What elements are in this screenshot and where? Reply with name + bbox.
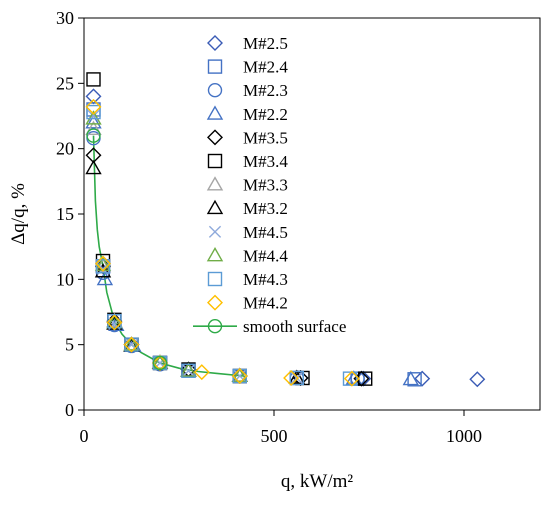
legend-label: smooth surface	[243, 317, 346, 336]
x-tick-label: 500	[261, 426, 288, 446]
legend-label: M#4.4	[243, 246, 288, 265]
legend-label: M#2.3	[243, 81, 288, 100]
legend-item-m-3-5: M#3.5	[207, 128, 288, 147]
data-point-m-2-4	[407, 372, 422, 387]
legend-item-m-2-5: M#2.5	[207, 34, 288, 53]
legend-label: M#4.3	[243, 270, 288, 289]
y-tick-label: 15	[56, 204, 74, 224]
data-point-m-3-2	[85, 159, 102, 175]
data-point-m-4-4	[151, 354, 169, 369]
data-point-m-2-2	[96, 270, 114, 286]
x-tick-label: 1000	[446, 426, 482, 446]
data-point-m-2-2	[402, 370, 420, 386]
data-point-m-4-2	[106, 314, 123, 331]
legend-marker	[207, 319, 223, 334]
legend-item-m-2-2: M#2.2	[206, 105, 288, 124]
legend-marker	[208, 225, 222, 238]
y-tick-label: 30	[56, 8, 74, 28]
legend-item-smooth-surface: smooth surface	[193, 317, 346, 336]
data-point-m-2-5	[414, 370, 431, 387]
legend-marker	[206, 176, 224, 191]
legend-marker	[207, 82, 223, 98]
data-point-m-4-2	[123, 336, 140, 353]
legend-marker	[207, 59, 223, 74]
data-point-m-4-2	[283, 369, 300, 386]
legend-label: M#2.4	[243, 58, 288, 77]
data-point-m-3-3	[85, 120, 102, 136]
legend-item-m-3-2: M#3.2	[206, 199, 288, 218]
legend-marker	[207, 271, 223, 287]
legend-label: M#3.2	[243, 199, 288, 218]
data-point-m-2-5	[469, 371, 486, 388]
legend-label: M#3.5	[243, 128, 288, 147]
legend-label: M#2.2	[243, 105, 288, 124]
plot-area	[85, 72, 486, 388]
data-point-m-4-3	[95, 259, 111, 274]
data-point-m-4-5	[290, 371, 303, 385]
legend-item-m-2-3: M#2.3	[207, 81, 288, 100]
data-point-m-2-2	[85, 114, 102, 129]
data-point-m-4-2	[343, 370, 360, 387]
data-point-m-3-2	[288, 369, 306, 384]
legend-item-m-3-4: M#3.4	[207, 152, 288, 171]
legend-label: M#4.5	[243, 223, 288, 242]
data-point-m-4-5	[182, 364, 195, 377]
series-line-smooth-surface	[92, 135, 244, 377]
data-point-m-4-2	[95, 255, 111, 272]
legend-label: M#3.4	[243, 152, 288, 171]
data-point-smooth-surface	[152, 355, 168, 371]
legend-marker	[206, 199, 224, 215]
data-point-m-4-2	[85, 98, 102, 115]
legend-marker	[207, 153, 223, 169]
legend-marker	[206, 105, 224, 120]
legend-item-m-4-3: M#4.3	[207, 270, 288, 289]
data-point-m-4-2	[231, 368, 248, 385]
legend-item-m-4-5: M#4.5	[208, 223, 288, 242]
data-point-m-2-5	[85, 88, 102, 105]
y-tick-label: 20	[56, 139, 74, 159]
x-axis-title: q, kW/m²	[281, 471, 353, 492]
data-point-smooth-surface	[86, 128, 101, 143]
y-tick-label: 0	[65, 400, 74, 420]
plot-frame	[83, 17, 541, 411]
data-point-m-4-3	[289, 370, 304, 386]
data-point-m-2-3	[350, 371, 365, 386]
legend-marker	[207, 294, 223, 311]
data-point-m-4-3	[86, 104, 101, 120]
axes: 0 500 1000 0 5 10 15 20 25 30	[56, 8, 541, 446]
data-point-m-4-4	[180, 362, 197, 377]
data-point-m-4-3	[342, 371, 358, 386]
legend-label: M#2.5	[243, 34, 288, 53]
legend-label: M#3.3	[243, 176, 288, 195]
data-point-m-4-4	[85, 110, 102, 125]
legend-label: M#4.2	[243, 294, 288, 313]
data-point-m-4-4	[231, 367, 249, 382]
y-tick-label: 10	[56, 269, 74, 289]
data-point-m-4-4	[123, 336, 140, 351]
x-tick-label: 0	[80, 426, 89, 446]
legend-marker	[207, 129, 223, 146]
legend-item-m-2-4: M#2.4	[207, 58, 288, 77]
legend: M#2.5 M#2.4 M#2.3 M#2.2 M#3.5 M#3.4 M#3.3 M#3.2…	[193, 34, 346, 336]
y-tick-label: 5	[65, 335, 74, 355]
legend-item-m-3-3: M#3.3	[206, 176, 288, 195]
y-axis-title: Δq/q, %	[8, 183, 29, 245]
data-point-m-4-5	[87, 109, 100, 123]
legend-item-m-4-2: M#4.2	[207, 294, 288, 313]
data-point-m-4-2	[193, 364, 210, 381]
legend-item-m-4-4: M#4.4	[206, 246, 288, 265]
legend-marker	[206, 246, 224, 262]
legend-marker	[207, 35, 223, 51]
y-tick-label: 25	[56, 73, 74, 93]
data-point-m-3-4	[86, 72, 101, 87]
data-point-m-4-3	[181, 363, 196, 378]
